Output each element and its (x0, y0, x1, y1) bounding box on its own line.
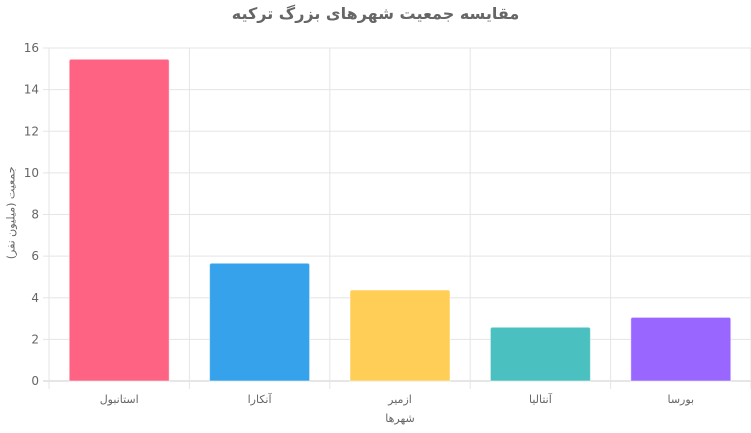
bar-5 (630, 316, 732, 382)
x-tick-label: ازمیر (387, 393, 412, 406)
bar-3 (349, 289, 451, 382)
y-tick-label: 16 (24, 41, 39, 55)
bar-4 (489, 326, 591, 382)
chart-title: مقایسه جمعیت شهرهای بزرگ ترکیه (231, 4, 520, 23)
x-tick-label: بورسا (667, 393, 694, 406)
x-tick-label: آنکارا (248, 392, 273, 406)
y-tick-label: 6 (31, 249, 39, 263)
y-tick-label: 12 (24, 124, 39, 138)
y-tick-label: 8 (31, 208, 39, 222)
x-axis-label: شهرها (385, 412, 415, 425)
y-tick-label: 4 (31, 291, 39, 305)
y-tick-label: 2 (31, 332, 39, 346)
bar-1 (68, 58, 170, 382)
y-tick-label: 0 (31, 374, 39, 388)
x-tick-label: آنتالیا (529, 392, 553, 406)
bar-2 (209, 262, 311, 382)
x-tick-label: استانبول (100, 393, 139, 406)
y-tick-label: 10 (24, 166, 39, 180)
y-tick-label: 14 (24, 83, 39, 97)
